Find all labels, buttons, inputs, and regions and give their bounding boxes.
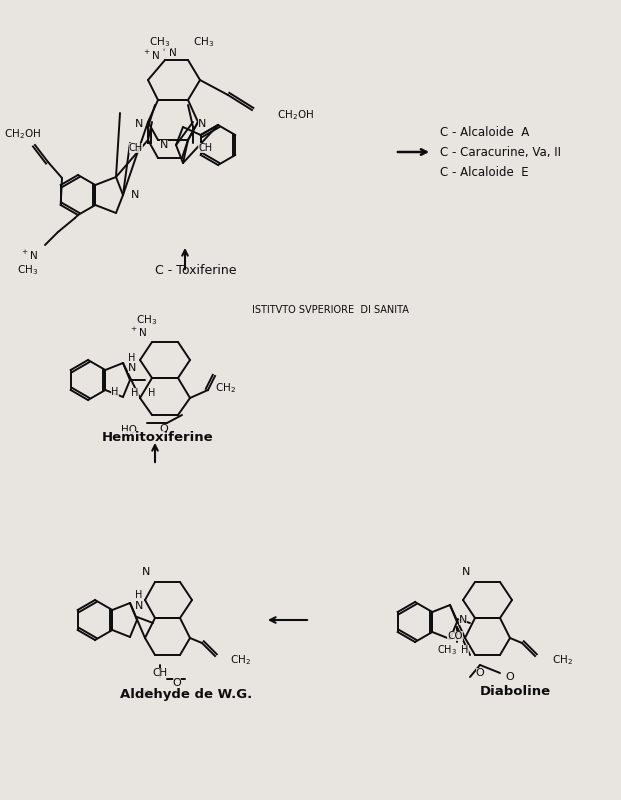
Text: H: H: [111, 387, 119, 397]
Text: O: O: [476, 668, 484, 678]
Text: N: N: [142, 567, 150, 577]
Text: CH$_3$: CH$_3$: [17, 263, 39, 277]
Text: $^+$N: $^+$N: [20, 249, 38, 262]
Text: $^+$N: $^+$N: [159, 46, 177, 58]
Text: CO: CO: [447, 631, 463, 641]
Text: O: O: [505, 672, 514, 682]
Text: CH$_3$: CH$_3$: [437, 643, 457, 657]
Text: CH$_2$OH: CH$_2$OH: [4, 127, 40, 141]
Text: N: N: [198, 119, 206, 129]
Text: Aldehyde de W.G.: Aldehyde de W.G.: [120, 689, 252, 702]
Text: HO: HO: [121, 425, 137, 435]
Text: N: N: [135, 119, 143, 129]
Text: H: H: [148, 388, 156, 398]
Text: N: N: [135, 601, 143, 611]
Text: Diaboline: Diaboline: [480, 686, 551, 698]
Text: CH: CH: [129, 143, 143, 153]
Text: O: O: [160, 424, 168, 434]
Text: C - Alcaloide  A: C - Alcaloide A: [440, 126, 529, 138]
Text: CH$_3$: CH$_3$: [137, 313, 158, 327]
Text: H: H: [461, 645, 469, 655]
Text: H: H: [131, 388, 138, 398]
Text: N: N: [160, 140, 168, 150]
Text: $^+$N: $^+$N: [142, 49, 160, 62]
Text: CH$_2$OH: CH$_2$OH: [277, 108, 314, 122]
Text: CH$_2$: CH$_2$: [215, 381, 236, 395]
Text: CH$_2$: CH$_2$: [552, 653, 573, 667]
Text: OH: OH: [142, 690, 158, 700]
Text: O: O: [173, 678, 181, 688]
Text: ISTITVTO SVPERIORE  DI SANITA: ISTITVTO SVPERIORE DI SANITA: [252, 305, 409, 315]
Text: Hemitoxiferine: Hemitoxiferine: [102, 431, 214, 445]
Text: C - Toxiferine: C - Toxiferine: [155, 263, 237, 277]
Text: C - Alcaloide  E: C - Alcaloide E: [440, 166, 528, 178]
Text: N: N: [459, 615, 468, 625]
Text: $^+$N: $^+$N: [129, 326, 147, 338]
Text: CH$_2$: CH$_2$: [230, 653, 251, 667]
Text: CH$_3$: CH$_3$: [150, 35, 171, 49]
Text: CH: CH: [152, 668, 168, 678]
Text: N: N: [461, 567, 470, 577]
Text: C - Caracurine, Va, II: C - Caracurine, Va, II: [440, 146, 561, 158]
Text: N: N: [131, 190, 139, 200]
Text: H: H: [135, 590, 143, 600]
Text: N: N: [128, 363, 136, 373]
Text: CH$_3$: CH$_3$: [193, 35, 214, 49]
Text: CH: CH: [198, 143, 212, 153]
Text: H: H: [129, 353, 136, 363]
